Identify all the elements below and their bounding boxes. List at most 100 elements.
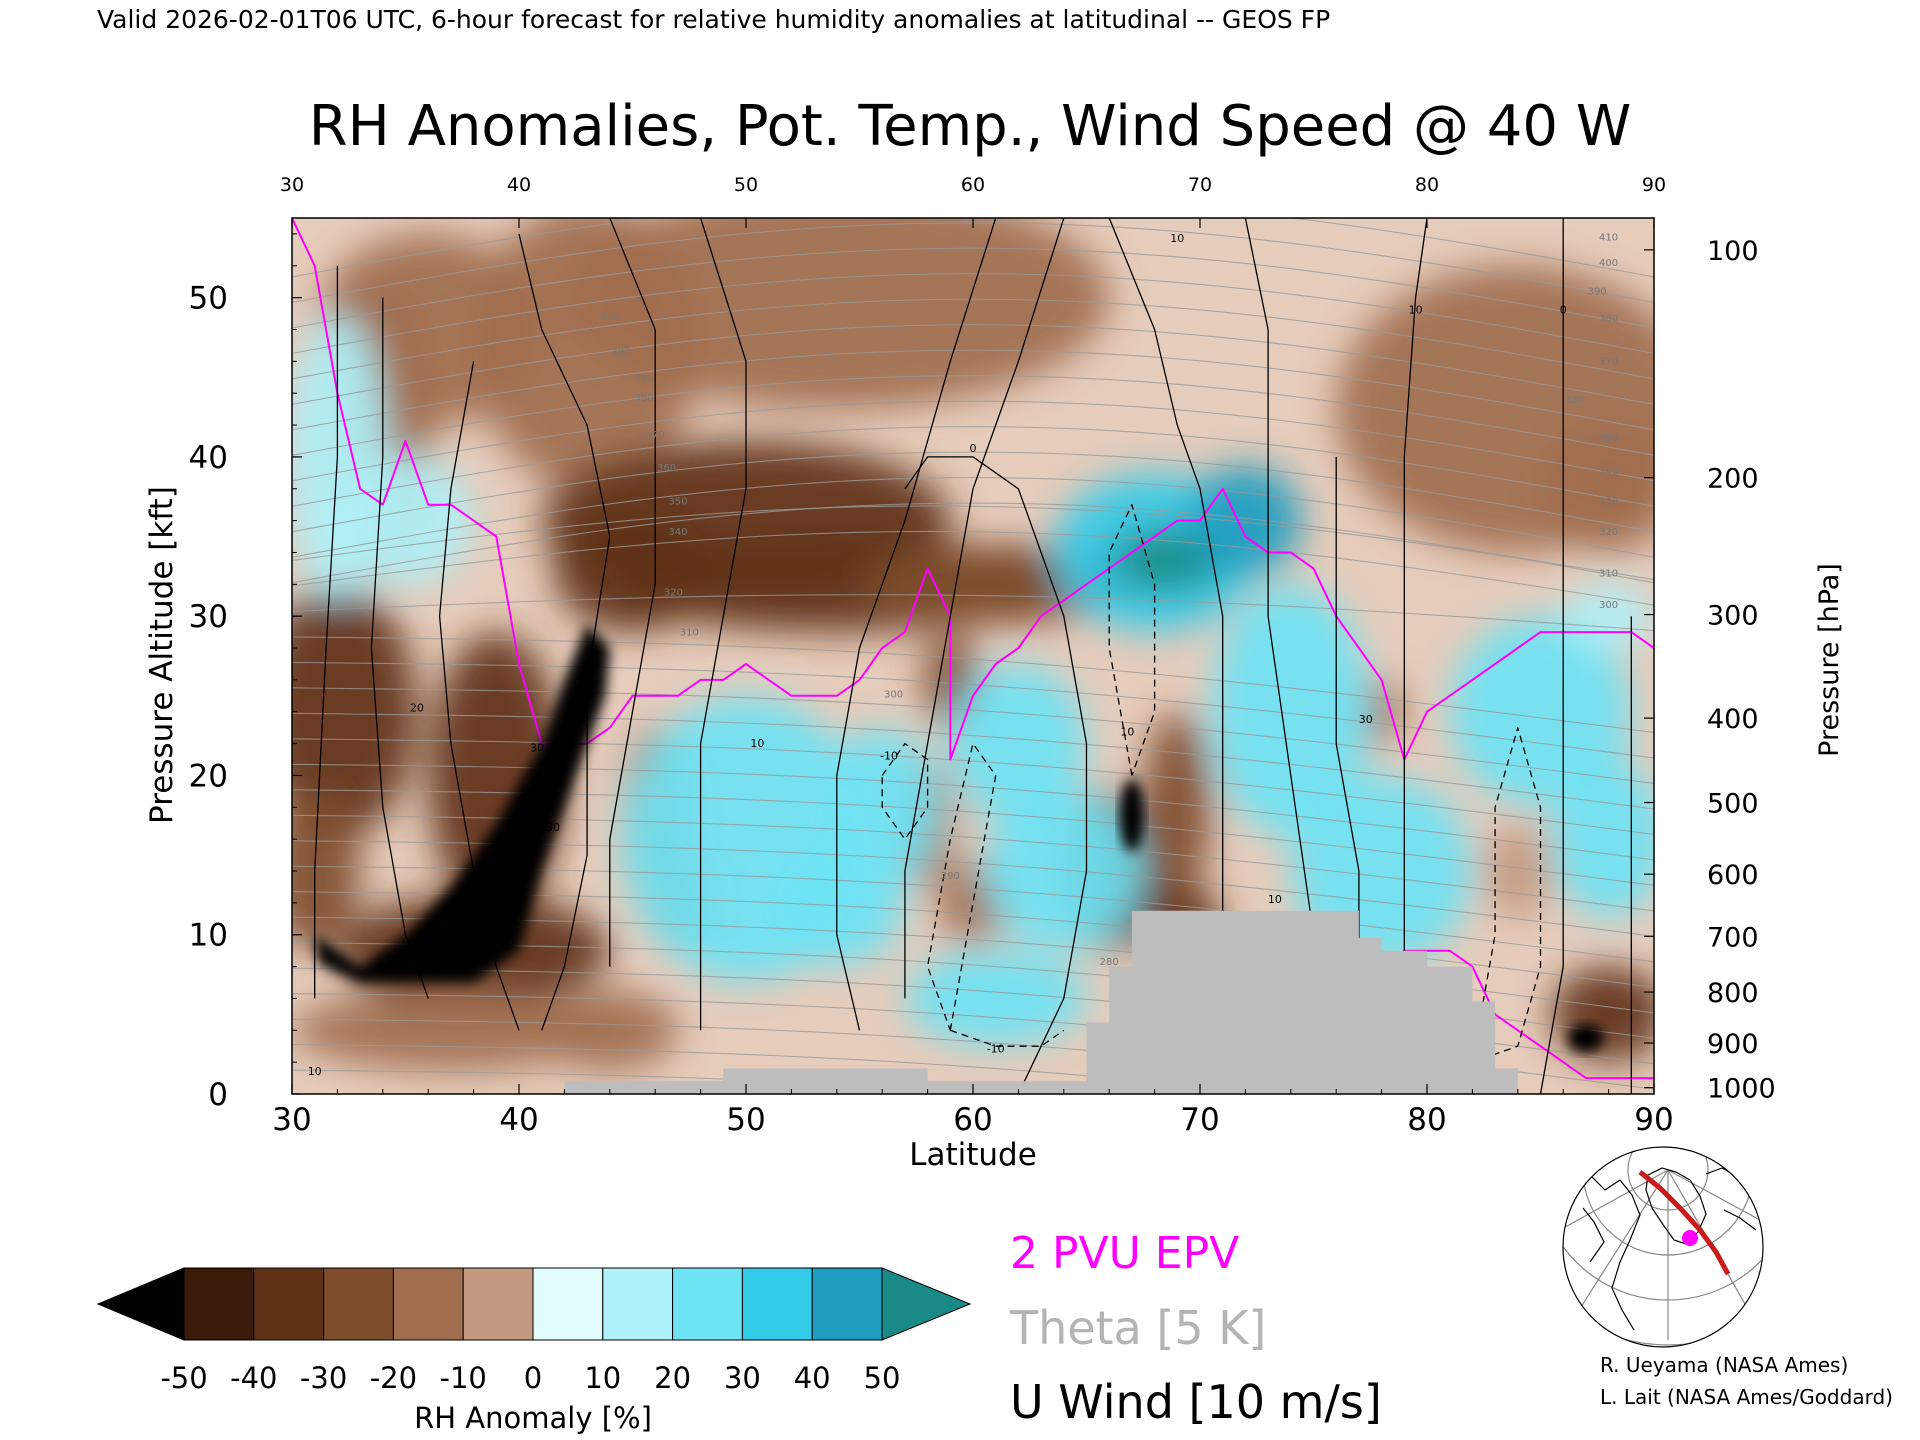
rh-anomaly-blob-33 (984, 791, 1144, 951)
x-top-tick-label: 80 (1415, 174, 1439, 196)
u-wind-contour (904, 218, 1065, 999)
colorbar-swatch (811, 1267, 883, 1341)
epv-2pvu-contour (292, 218, 1654, 761)
theta-label: 360 (657, 463, 676, 474)
rh-anomaly-blob-32 (950, 663, 1087, 824)
rh-anomaly-blob-14 (292, 990, 610, 1071)
pressure-tick-label: 400 (1707, 704, 1759, 735)
theta-isentrope (292, 324, 1654, 405)
colorbar-tick-label: -30 (300, 1361, 347, 1395)
y-tick-label: 20 (189, 758, 228, 794)
colorbar-tick-label: 50 (864, 1361, 901, 1395)
u-wind-contour (904, 456, 1088, 1094)
wind-label: -10 (987, 1043, 1005, 1056)
rh-anomaly-blob-41 (1551, 759, 1654, 919)
x-tick-label: 80 (1407, 1102, 1446, 1138)
theta-label: 350 (668, 497, 687, 508)
colorbar-tick-label: -40 (230, 1361, 277, 1395)
x-axis-label: Latitude (909, 1137, 1037, 1173)
theta-label: 320 (664, 587, 683, 598)
wind-label: 30 (530, 742, 544, 755)
rh-anomaly-blob-11 (292, 791, 361, 951)
theta-label: 400 (1599, 258, 1618, 269)
theta-isentrope (292, 594, 1654, 632)
dry-core-87N (1567, 1024, 1604, 1053)
y-tick-label: 40 (189, 440, 228, 476)
colorbar-under-arrow (96, 1267, 185, 1341)
theta-label: 410 (600, 312, 619, 323)
colorbar-swatch (392, 1267, 464, 1341)
theta-label: 310 (680, 627, 699, 638)
rh-anomaly-blob-5 (1540, 425, 1654, 553)
theta-label: 310 (1599, 568, 1618, 579)
u-wind-contour (609, 218, 656, 967)
x-top-tick-label: 40 (507, 174, 531, 196)
wind-label: 10 (1268, 893, 1282, 906)
y-tick-label: 50 (189, 281, 228, 317)
u-wind-contour (1108, 504, 1156, 776)
rh-anomaly-blob-28 (337, 456, 474, 585)
x-top-tick-label: 90 (1642, 174, 1666, 196)
theta-label: 400 (612, 347, 631, 358)
x-tick-label: 50 (726, 1102, 765, 1138)
plot-area: 4104003903803703603503403203103002902804… (292, 218, 1654, 1094)
x-tick-label: 90 (1634, 1102, 1673, 1138)
theta-isentrope (292, 502, 1654, 584)
theta-label: 340 (668, 527, 687, 538)
y2-axis-label: Pressure [hPa] (1814, 563, 1845, 757)
u-wind-contour (699, 218, 747, 1031)
colorbar-swatch (602, 1267, 674, 1341)
theta-label: 370 (1599, 357, 1618, 368)
colorbar-over-arrow (881, 1267, 972, 1341)
wind-label: -10 (880, 750, 898, 763)
theta-isentrope (292, 763, 1654, 861)
rh-anomaly-blob-26 (1483, 823, 1552, 919)
theta-isentrope (292, 298, 1654, 380)
header-line: Valid 2026-02-01T06 UTC, 6-hour forecast… (97, 5, 1330, 34)
dry-core-67N (1119, 779, 1144, 852)
theta-isentrope (292, 247, 1654, 329)
u-wind-contour (836, 218, 997, 1031)
rh-anomaly-blob-34 (904, 950, 1087, 1047)
rh-anomaly-blob-24 (1358, 679, 1405, 744)
legend-epv: 2 PVU EPV (1010, 1228, 1239, 1279)
colorbar: -50 -40 -30 -20 -10 0 10 20 30 40 50 (96, 1267, 972, 1395)
wind-label: 0 (1560, 304, 1567, 317)
x-top-tick-label: 70 (1188, 174, 1212, 196)
theta-label: 300 (1599, 600, 1618, 611)
u-wind-contour (1403, 218, 1428, 1094)
colorbar-swatch (253, 1267, 325, 1341)
theta-label: 380 (1565, 395, 1584, 406)
colorbar-tick-label: -10 (440, 1361, 487, 1395)
theta-isentrope (292, 400, 1654, 482)
wind-label: 20 (410, 702, 424, 715)
u-wind-contour (1471, 727, 1542, 1063)
colorbar-tick-label: 30 (724, 1361, 761, 1395)
x-tick-label: 30 (272, 1102, 311, 1138)
y-tick-label: 10 (189, 918, 228, 954)
colorbar-swatch (323, 1267, 394, 1341)
u-wind-contour (950, 1029, 1065, 1047)
theta-label: 390 (634, 374, 653, 385)
x-top-tick-label: 60 (961, 174, 985, 196)
pressure-tick-label: 1000 (1707, 1074, 1776, 1105)
colorbar-tick-label: 40 (794, 1361, 831, 1395)
theta-label: 290 (941, 871, 960, 882)
pressure-tick-label: 700 (1707, 922, 1759, 953)
theta-label: 390 (1588, 286, 1607, 297)
terrain-mask (564, 910, 1518, 1094)
colorbar-label: RH Anomaly [%] (414, 1401, 652, 1435)
u-wind-contour (881, 742, 929, 840)
theta-isentrope (292, 738, 1654, 835)
theta-isentrope (292, 218, 1654, 278)
credit-line-1: R. Ueyama (NASA Ames) (1600, 1353, 1848, 1377)
rh-anomaly-blob-17 (541, 990, 678, 1071)
theta-label: 340 (1599, 466, 1618, 477)
wind-label: 10 (1170, 232, 1184, 245)
rh-anomaly-blob-38 (1211, 584, 1371, 840)
colorbar-tick-label: 20 (654, 1361, 691, 1395)
pressure-tick-label: 200 (1707, 464, 1759, 495)
theta-isentrope (292, 375, 1654, 456)
wind-label: 30 (546, 821, 560, 834)
